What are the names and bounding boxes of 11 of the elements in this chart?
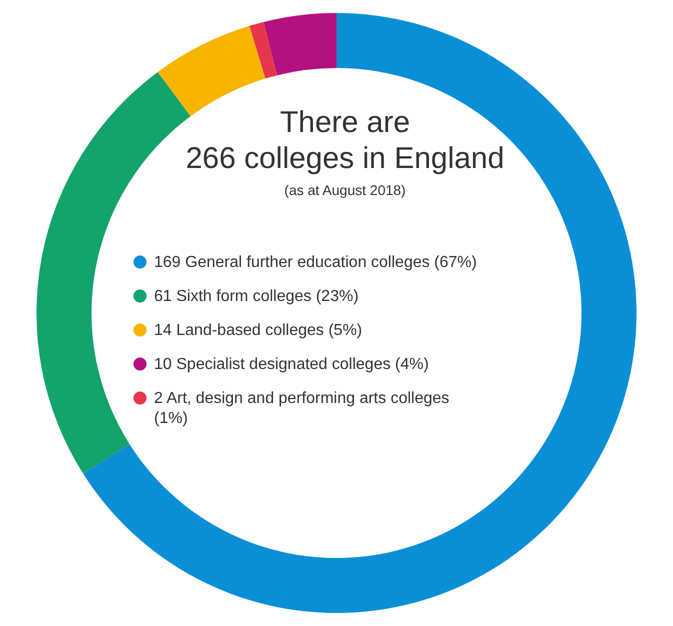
legend-label: 61 Sixth form colleges (23%)	[154, 288, 359, 305]
legend-label: 10 Specialist designated colleges (4%)	[154, 356, 429, 373]
text: (as at August 2018)	[284, 182, 406, 198]
legend-label: 169 General further education colleges (67%)	[154, 254, 477, 271]
donut-slice	[158, 26, 266, 116]
text: There are 266 colleges in England	[186, 106, 504, 175]
donut-slice	[83, 13, 636, 613]
donut-slice	[264, 13, 336, 76]
legend-label: 14 Land-based colleges (5%)	[154, 322, 362, 339]
legend-label: 2 Art, design and performing arts colleges (1%)	[154, 390, 450, 427]
donut-slice	[249, 22, 277, 79]
